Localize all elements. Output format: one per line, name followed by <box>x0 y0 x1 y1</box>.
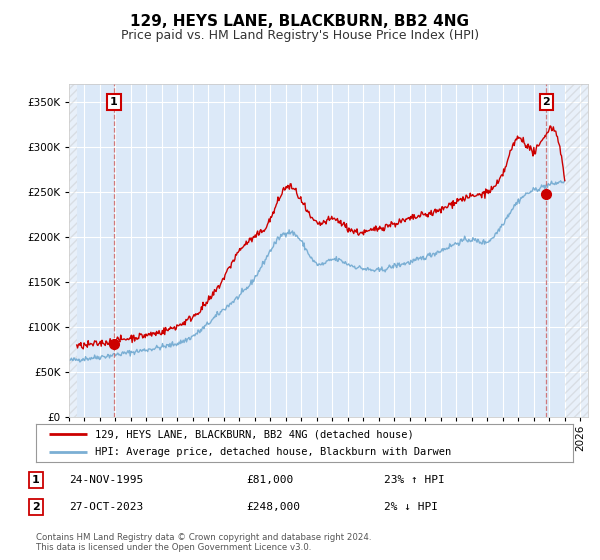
Text: This data is licensed under the Open Government Licence v3.0.: This data is licensed under the Open Gov… <box>36 543 311 552</box>
Text: Contains HM Land Registry data © Crown copyright and database right 2024.: Contains HM Land Registry data © Crown c… <box>36 533 371 542</box>
Text: 2% ↓ HPI: 2% ↓ HPI <box>384 502 438 512</box>
Text: £248,000: £248,000 <box>246 502 300 512</box>
Text: £81,000: £81,000 <box>246 475 293 485</box>
Text: 129, HEYS LANE, BLACKBURN, BB2 4NG: 129, HEYS LANE, BLACKBURN, BB2 4NG <box>131 14 470 29</box>
Text: 1: 1 <box>32 475 40 485</box>
Text: 27-OCT-2023: 27-OCT-2023 <box>69 502 143 512</box>
Text: 2: 2 <box>542 97 550 107</box>
Text: 2: 2 <box>32 502 40 512</box>
Text: HPI: Average price, detached house, Blackburn with Darwen: HPI: Average price, detached house, Blac… <box>95 447 451 457</box>
Text: 1: 1 <box>110 97 118 107</box>
Bar <box>565 84 588 417</box>
Bar <box>69 84 77 417</box>
Text: 24-NOV-1995: 24-NOV-1995 <box>69 475 143 485</box>
Text: 129, HEYS LANE, BLACKBURN, BB2 4NG (detached house): 129, HEYS LANE, BLACKBURN, BB2 4NG (deta… <box>95 429 414 439</box>
Text: 23% ↑ HPI: 23% ↑ HPI <box>384 475 445 485</box>
Text: Price paid vs. HM Land Registry's House Price Index (HPI): Price paid vs. HM Land Registry's House … <box>121 29 479 42</box>
